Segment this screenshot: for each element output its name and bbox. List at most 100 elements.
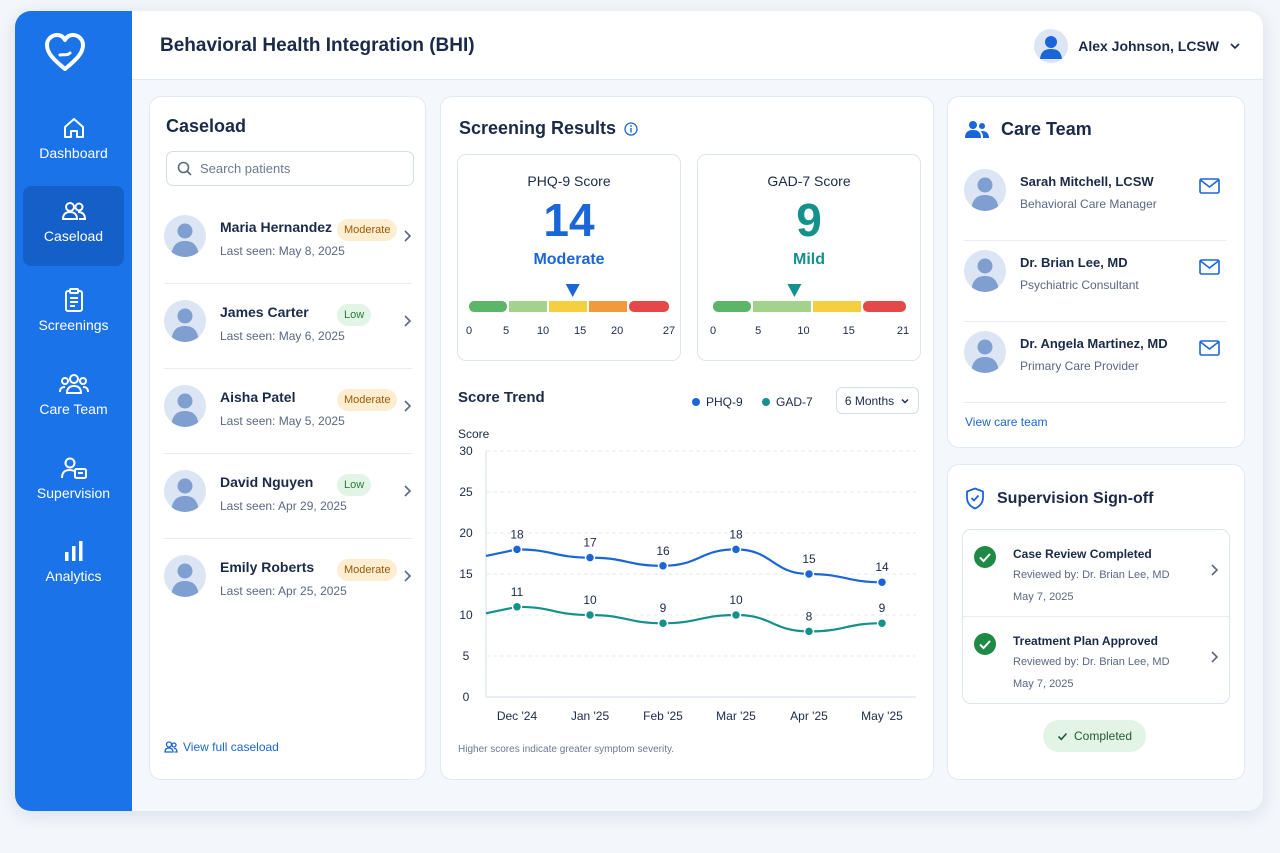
status-label: Completed [1073, 729, 1133, 743]
view-care-team-link[interactable]: View care team [965, 415, 1048, 429]
sidebar-item-caseload[interactable]: Caseload [23, 186, 124, 266]
data-label: 14 [875, 560, 889, 574]
search-box[interactable] [166, 151, 414, 186]
data-point[interactable] [584, 552, 596, 563]
data-label: 18 [729, 527, 743, 541]
care-team-title-row: Care Team [965, 119, 1092, 140]
period-select-value: 6 Months [844, 393, 895, 408]
data-point[interactable] [511, 601, 523, 613]
check-circle-icon [974, 546, 996, 573]
care-team-member: Sarah Mitchell, LCSW Behavioral Care Mana… [964, 160, 1226, 241]
check-icon [1057, 732, 1068, 740]
data-label: 9 [660, 601, 667, 615]
data-label: 9 [879, 601, 886, 615]
data-label: 15 [802, 552, 816, 566]
search-icon [177, 161, 192, 176]
patient-name: Maria Hernandez [220, 219, 333, 235]
data-point[interactable] [657, 617, 669, 629]
sidebar-item-label: Supervision [36, 485, 111, 501]
data-label: 18 [510, 527, 524, 541]
chevron-right-icon[interactable] [403, 314, 412, 333]
heart-logo-icon[interactable] [43, 31, 87, 75]
gauge-tick-label: 21 [897, 325, 909, 337]
patient-row[interactable]: Emily Roberts Last seen: Apr 25, 2025 Mode… [164, 539, 412, 624]
sidebar-item-care-team[interactable]: Care Team [23, 359, 124, 439]
severity-badge: Low [337, 304, 372, 326]
signoff-item[interactable]: Treatment Plan Approved Reviewed by: Dr. … [963, 617, 1229, 704]
mail-icon[interactable] [1199, 178, 1220, 199]
supervision-title: Supervision Sign-off [997, 489, 1154, 507]
phq9-label: PHQ-9 Score [527, 173, 611, 189]
chevron-right-icon[interactable] [403, 569, 412, 588]
data-point[interactable] [511, 544, 523, 555]
member-role: Primary Care Provider [1020, 359, 1139, 373]
period-select[interactable]: 6 Months [836, 387, 919, 414]
chevron-right-icon[interactable] [403, 229, 412, 248]
data-point[interactable] [584, 609, 596, 621]
chevron-right-icon[interactable] [1210, 563, 1219, 582]
data-point[interactable] [803, 568, 815, 580]
mail-icon[interactable] [1199, 340, 1220, 361]
chevron-right-icon[interactable] [403, 484, 412, 503]
user-menu[interactable]: Alex Johnson, LCSW [1034, 29, 1241, 63]
patient-last-seen: Last seen: Apr 29, 2025 [220, 499, 347, 513]
data-point[interactable] [876, 617, 888, 629]
bar-chart-icon [64, 541, 82, 561]
info-icon[interactable] [624, 121, 638, 136]
gad7-label: GAD-7 Score [767, 173, 851, 189]
avatar [964, 331, 1006, 373]
gauge-tick-label: 15 [574, 325, 586, 337]
users-icon [164, 741, 178, 753]
gauge-tick-label: 5 [755, 325, 761, 337]
signoff-list: Case Review Completed Reviewed by: Dr. Br… [962, 529, 1230, 704]
x-tick-label: Dec '24 [497, 709, 538, 723]
gauge-tick-label: 15 [843, 325, 855, 337]
screening-title: Screening Results [459, 118, 617, 138]
data-point[interactable] [730, 544, 742, 555]
chevron-right-icon[interactable] [403, 399, 412, 418]
data-label: 11 [511, 585, 524, 599]
chevron-right-icon[interactable] [1210, 650, 1219, 669]
mail-icon[interactable] [1199, 259, 1220, 280]
data-point[interactable] [803, 626, 815, 637]
member-role: Behavioral Care Manager [1020, 197, 1157, 211]
care-team-card: Care Team Sarah Mitchell, LCSW Behavioral… [947, 96, 1245, 448]
sidebar-item-supervision[interactable]: Supervision [23, 443, 124, 523]
clipboard-icon [64, 288, 83, 312]
sidebar-item-analytics[interactable]: Analytics [23, 526, 124, 606]
home-icon [63, 118, 84, 138]
caseload-title: Caseload [166, 116, 247, 136]
score-trend-title: Score Trend [458, 389, 545, 406]
patient-row[interactable]: David Nguyen Last seen: Apr 29, 2025 Low [164, 454, 412, 539]
patient-row[interactable]: Maria Hernandez Last seen: May 8, 2025 Mod… [164, 199, 412, 284]
avatar [164, 470, 206, 512]
data-point[interactable] [657, 560, 669, 572]
caseload-card: Caseload Maria Hernandez Last seen: May 8… [149, 96, 426, 780]
phq9-severity: Moderate [533, 251, 605, 268]
patient-row[interactable]: Aisha Patel Last seen: May 5, 2025 Moderat… [164, 369, 412, 454]
legend-gad7-label: GAD-7 [776, 395, 813, 409]
sidebar-item-label: Care Team [39, 401, 108, 417]
chevron-down-icon[interactable] [1229, 40, 1241, 52]
legend-gad7: GAD-7 [762, 395, 813, 409]
screening-card: Screening Results PHQ-9 Score 14 Moderat… [440, 96, 934, 780]
sidebar-item-label: Caseload [43, 228, 104, 244]
signoff-item[interactable]: Case Review Completed Reviewed by: Dr. Br… [963, 530, 1229, 617]
patient-row[interactable]: James Carter Last seen: May 6, 2025 Low [164, 284, 412, 369]
patient-name: Aisha Patel [220, 389, 296, 405]
gad7-severity: Mild [793, 251, 825, 268]
sidebar-item-label: Analytics [45, 568, 102, 584]
member-name: Dr. Brian Lee, MD [1020, 255, 1128, 270]
sidebar-item-screenings[interactable]: Screenings [23, 275, 124, 355]
avatar [964, 250, 1006, 292]
data-point[interactable] [876, 576, 888, 588]
search-input[interactable] [200, 161, 400, 176]
data-point[interactable] [730, 609, 742, 621]
view-full-caseload-link[interactable]: View full caseload [164, 740, 279, 754]
x-tick-label: Apr '25 [790, 709, 828, 723]
severity-badge: Moderate [337, 559, 398, 581]
view-full-caseload-label: View full caseload [183, 740, 279, 754]
gad7-score-box: GAD-7 Score 9 Mild 0 5 10 15 21 [697, 154, 921, 361]
sidebar-item-dashboard[interactable]: Dashboard [23, 103, 124, 183]
signoff-reviewer: Reviewed by: Dr. Brian Lee, MD [1013, 569, 1170, 581]
